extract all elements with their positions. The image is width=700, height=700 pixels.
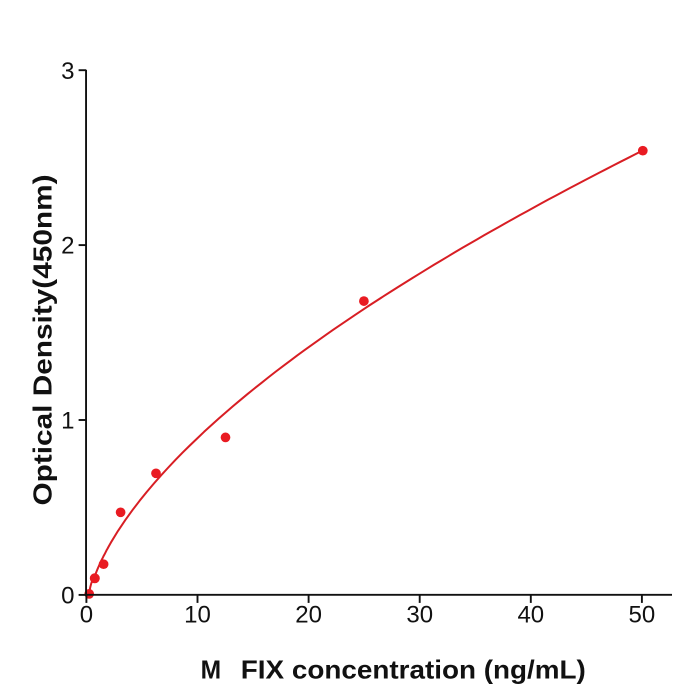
svg-text:20: 20 [295, 602, 322, 629]
svg-text:1: 1 [61, 408, 74, 435]
svg-text:0: 0 [61, 583, 74, 610]
svg-text:0: 0 [80, 602, 93, 629]
svg-text:FIX concentration (ng/mL): FIX concentration (ng/mL) [241, 655, 586, 685]
svg-text:2: 2 [61, 233, 74, 260]
svg-text:40: 40 [517, 602, 544, 629]
svg-text:3: 3 [61, 58, 74, 85]
svg-text:Optical Density(450nm): Optical Density(450nm) [28, 175, 58, 506]
svg-text:M: M [201, 655, 222, 685]
svg-text:10: 10 [184, 602, 211, 629]
svg-text:50: 50 [629, 602, 656, 629]
svg-text:30: 30 [406, 602, 433, 629]
